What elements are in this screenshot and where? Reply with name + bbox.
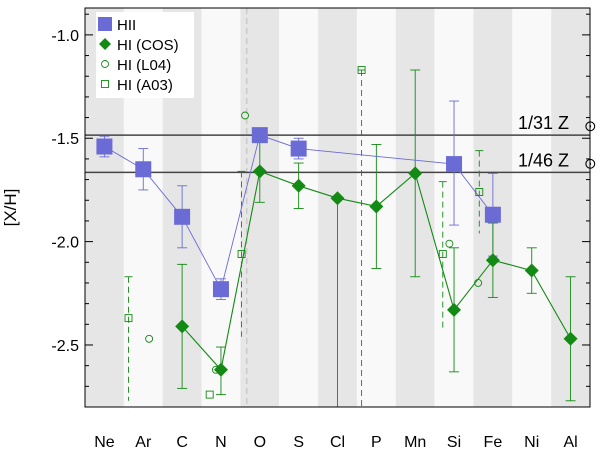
hi-l04-o-marker: [241, 111, 249, 120]
x-tick-label-ni: Ni: [524, 434, 539, 450]
hii-s-marker: [290, 140, 307, 157]
hii-fe-marker: [484, 206, 501, 223]
legend-marker-hi-l04: [101, 60, 109, 68]
legend-box: [96, 12, 194, 98]
hi-cos-c-marker: [175, 319, 190, 334]
x-tick-label-cl: Cl: [330, 434, 345, 450]
x-tick-label-ne: Ne: [94, 434, 115, 450]
y-tick-label-1: -1.5: [51, 131, 79, 148]
hi-a03-fe-marker: [475, 188, 484, 196]
sun-symbol-1: ⊙: [584, 118, 597, 135]
hi-a03-n-marker: [205, 390, 214, 399]
reference-line-labels: 1/31 Z ⊙ 1/46 Z ⊙: [518, 113, 597, 172]
legend-label-hi-cos: HI (COS): [117, 37, 179, 54]
hi-cos-al-marker: [563, 331, 578, 346]
y-axis-ticks: -1.0 -1.5 -2.0 -2.5: [51, 13, 590, 387]
x-axis-tick-labels: Ne Ar C N O S Cl P Mn Si Fe Ni Al: [94, 434, 577, 450]
x-tick-label-c: C: [176, 434, 188, 450]
hi-cos-cl-marker: [330, 191, 345, 206]
hii-ar-marker: [135, 161, 152, 178]
reference-label-1: 1/31 Z: [518, 113, 569, 133]
x-tick-label-si: Si: [447, 434, 461, 450]
hi-a03-si-marker: [438, 250, 447, 258]
hi-a03-ar-marker: [124, 314, 133, 323]
legend-label-hi-a03: HI (A03): [117, 77, 173, 94]
hi-cos-mn-marker: [408, 166, 423, 181]
x-tick-label-p: P: [371, 434, 382, 450]
sun-symbol-2: ⊙: [584, 155, 597, 172]
hi-l04-n-marker: [211, 365, 220, 374]
hii-c-marker: [174, 208, 191, 225]
hi-cos-s-marker: [291, 178, 306, 193]
y-axis-label: [X/H]: [1, 189, 20, 227]
y-tick-label-2: -2.0: [51, 235, 79, 252]
legend-marker-hii: [98, 17, 112, 31]
reference-label-2: 1/46 Z: [518, 150, 569, 170]
hii-n-marker: [212, 281, 229, 298]
hi-cos-ni-marker: [524, 263, 539, 278]
hi-cos-fe-marker: [485, 253, 500, 268]
x-tick-label-mn: Mn: [404, 434, 426, 450]
x-tick-label-n: N: [215, 434, 227, 450]
legend: HII HI (COS) HI (L04) HI (A03): [96, 12, 194, 98]
data-markers: [96, 66, 578, 399]
hi-cos-si-marker: [447, 302, 462, 317]
band-n: [201, 8, 241, 407]
x-tick-label-o: O: [254, 434, 266, 450]
band-o: [240, 8, 280, 407]
y-tick-label-0: -1.0: [51, 28, 79, 45]
reference-lines: [85, 134, 590, 174]
x-tick-label-fe: Fe: [484, 434, 503, 450]
legend-marker-hi-a03: [101, 80, 109, 88]
hi-a03-p-marker: [357, 66, 366, 74]
hi-l04-si-marker: [445, 239, 454, 248]
plot-frame: [84, 7, 591, 408]
x-tick-label-al: Al: [563, 434, 577, 450]
hi-cos-p-marker: [369, 199, 384, 214]
legend-label-hi-l04: HI (L04): [117, 57, 171, 74]
hi-a03-o-marker: [237, 250, 246, 258]
hi-l04-fe-marker: [474, 279, 483, 287]
hi-cos-o-marker: [252, 164, 267, 179]
hii-ne-marker: [96, 138, 113, 155]
band-ni: [512, 8, 552, 407]
x-tick-label-ar: Ar: [135, 434, 152, 450]
hii-o-marker: [251, 127, 268, 144]
hi-l04-ar-marker: [145, 334, 154, 343]
plot-border: [84, 7, 591, 408]
legend-label-hii: HII: [117, 17, 136, 34]
x-tick-label-s: S: [293, 434, 304, 450]
legend-marker-hi-cos: [99, 38, 111, 50]
y-tick-label-3: -2.5: [51, 338, 79, 355]
hii-si-marker: [446, 156, 463, 173]
